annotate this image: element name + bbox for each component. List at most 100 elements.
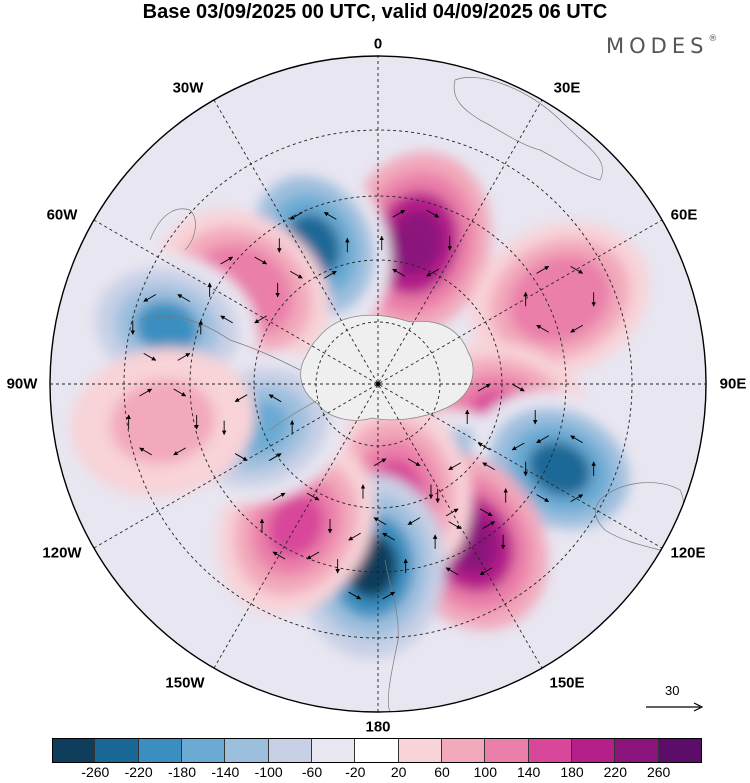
meridian-line <box>93 219 663 549</box>
meridian-line <box>213 99 543 669</box>
anomaly-shade <box>130 395 195 449</box>
wind-vector <box>306 551 320 560</box>
colorbar-cell <box>615 738 659 763</box>
wind-vector <box>511 442 525 451</box>
wind-vector <box>392 268 406 277</box>
lon-label-150w: 150W <box>165 674 205 692</box>
colorbar-cell <box>225 738 269 763</box>
lon-label-150e: 150E <box>549 674 585 692</box>
colorbar-tick-label: 100 <box>473 764 498 780</box>
wind-vector <box>426 209 440 218</box>
wind-vector <box>407 458 421 467</box>
wind-vector <box>177 352 191 361</box>
colorbar-cell <box>312 738 356 763</box>
wind-vector <box>220 256 234 265</box>
wind-vector <box>348 591 362 600</box>
colorbar-cell <box>268 738 312 763</box>
wind-vector <box>536 265 550 274</box>
colorbar-cell <box>658 738 702 763</box>
map-title: Base 03/09/2025 00 UTC, valid 04/09/2025… <box>142 1 608 23</box>
modes-logo: MODES® <box>606 34 717 58</box>
antarctica-landmass <box>269 314 474 431</box>
wind-vector <box>139 447 152 456</box>
wind-vector <box>448 521 462 530</box>
wind-vector <box>479 508 493 517</box>
wind-vector <box>254 315 267 324</box>
lon-label-0: 0 <box>373 35 383 53</box>
wind-vector <box>482 462 495 471</box>
lon-label-180: 180 <box>365 718 391 736</box>
wind-vector <box>570 324 583 333</box>
wind-vector <box>173 447 186 456</box>
colorbar-cell <box>442 738 486 763</box>
meridian-line <box>93 219 663 549</box>
colorbar-tick-label: 20 <box>390 764 407 780</box>
anomaly-shade <box>134 300 199 354</box>
south-pole-marker <box>375 381 381 387</box>
meridian-line <box>213 99 543 669</box>
wind-vector <box>289 211 303 220</box>
wind-vector <box>373 458 387 467</box>
wind-vector <box>479 567 493 576</box>
lon-label-90e: 90E <box>719 375 747 393</box>
wind-vector <box>272 551 286 560</box>
wind-vector <box>407 517 421 526</box>
wind-vector <box>536 435 549 444</box>
colorbar-tick-label: -20 <box>345 764 366 780</box>
wind-vector <box>536 494 550 503</box>
lon-label-120w: 120W <box>42 544 82 562</box>
wind-vector <box>177 294 191 302</box>
wind-vector <box>268 453 282 461</box>
wind-vector <box>536 324 549 333</box>
wind-vector <box>448 462 461 471</box>
wind-vector <box>324 270 337 279</box>
colorbar-cell <box>182 738 226 763</box>
lon-label-60w: 60W <box>46 206 78 224</box>
anomaly-shade <box>389 211 443 276</box>
lon-label-120e: 120E <box>670 544 706 562</box>
wind-vector <box>511 383 525 392</box>
wind-vector <box>173 388 187 397</box>
colorbar-cell <box>572 738 616 763</box>
wind-vector <box>382 591 396 600</box>
colorbar-tick-label: 60 <box>434 764 450 780</box>
wind-vector <box>426 268 440 277</box>
colorbar-cell <box>398 738 442 763</box>
wind-vector <box>268 394 282 403</box>
lon-label-30w: 30W <box>172 79 204 97</box>
wind-vector <box>392 209 406 218</box>
wind-vector <box>139 388 153 397</box>
brand-name: MODES <box>606 34 709 58</box>
wind-vector <box>254 256 268 265</box>
colorbar-cell <box>528 738 572 763</box>
anomaly-shade <box>528 441 592 496</box>
lon-label-30e: 30E <box>553 79 581 97</box>
reference-vector-arrow <box>646 702 704 712</box>
colorbar-tick-label: -140 <box>211 764 240 780</box>
colorbar-tick-label: 220 <box>603 764 628 780</box>
wind-vector <box>477 442 491 451</box>
wind-vector <box>382 532 395 541</box>
brand-registered-mark: ® <box>708 34 718 44</box>
colorbar-tick-label: 140 <box>516 764 541 780</box>
wind-vector <box>234 394 248 403</box>
wind-vector <box>373 517 387 526</box>
colorbar-tick-label: -220 <box>124 764 153 780</box>
wind-vector <box>290 270 303 279</box>
colorbar-tick-label: 260 <box>646 764 671 780</box>
wind-vector <box>570 494 584 503</box>
wind-vector <box>143 294 157 302</box>
wind-vector <box>482 521 496 530</box>
wind-vector <box>220 315 233 324</box>
colorbar-cell <box>95 738 139 763</box>
wind-vector <box>143 352 157 361</box>
colorbar-tick-label: 180 <box>560 764 584 780</box>
wind-vector <box>570 435 583 444</box>
lon-label-90w: 90W <box>6 375 38 393</box>
colorbar-cell <box>138 738 182 763</box>
colorbar <box>52 738 702 764</box>
reference-vector-label: 30 <box>665 683 680 698</box>
colorbar-tick-label: -180 <box>167 764 197 780</box>
colorbar-cell <box>355 738 399 763</box>
anomaly-shade <box>528 272 592 327</box>
